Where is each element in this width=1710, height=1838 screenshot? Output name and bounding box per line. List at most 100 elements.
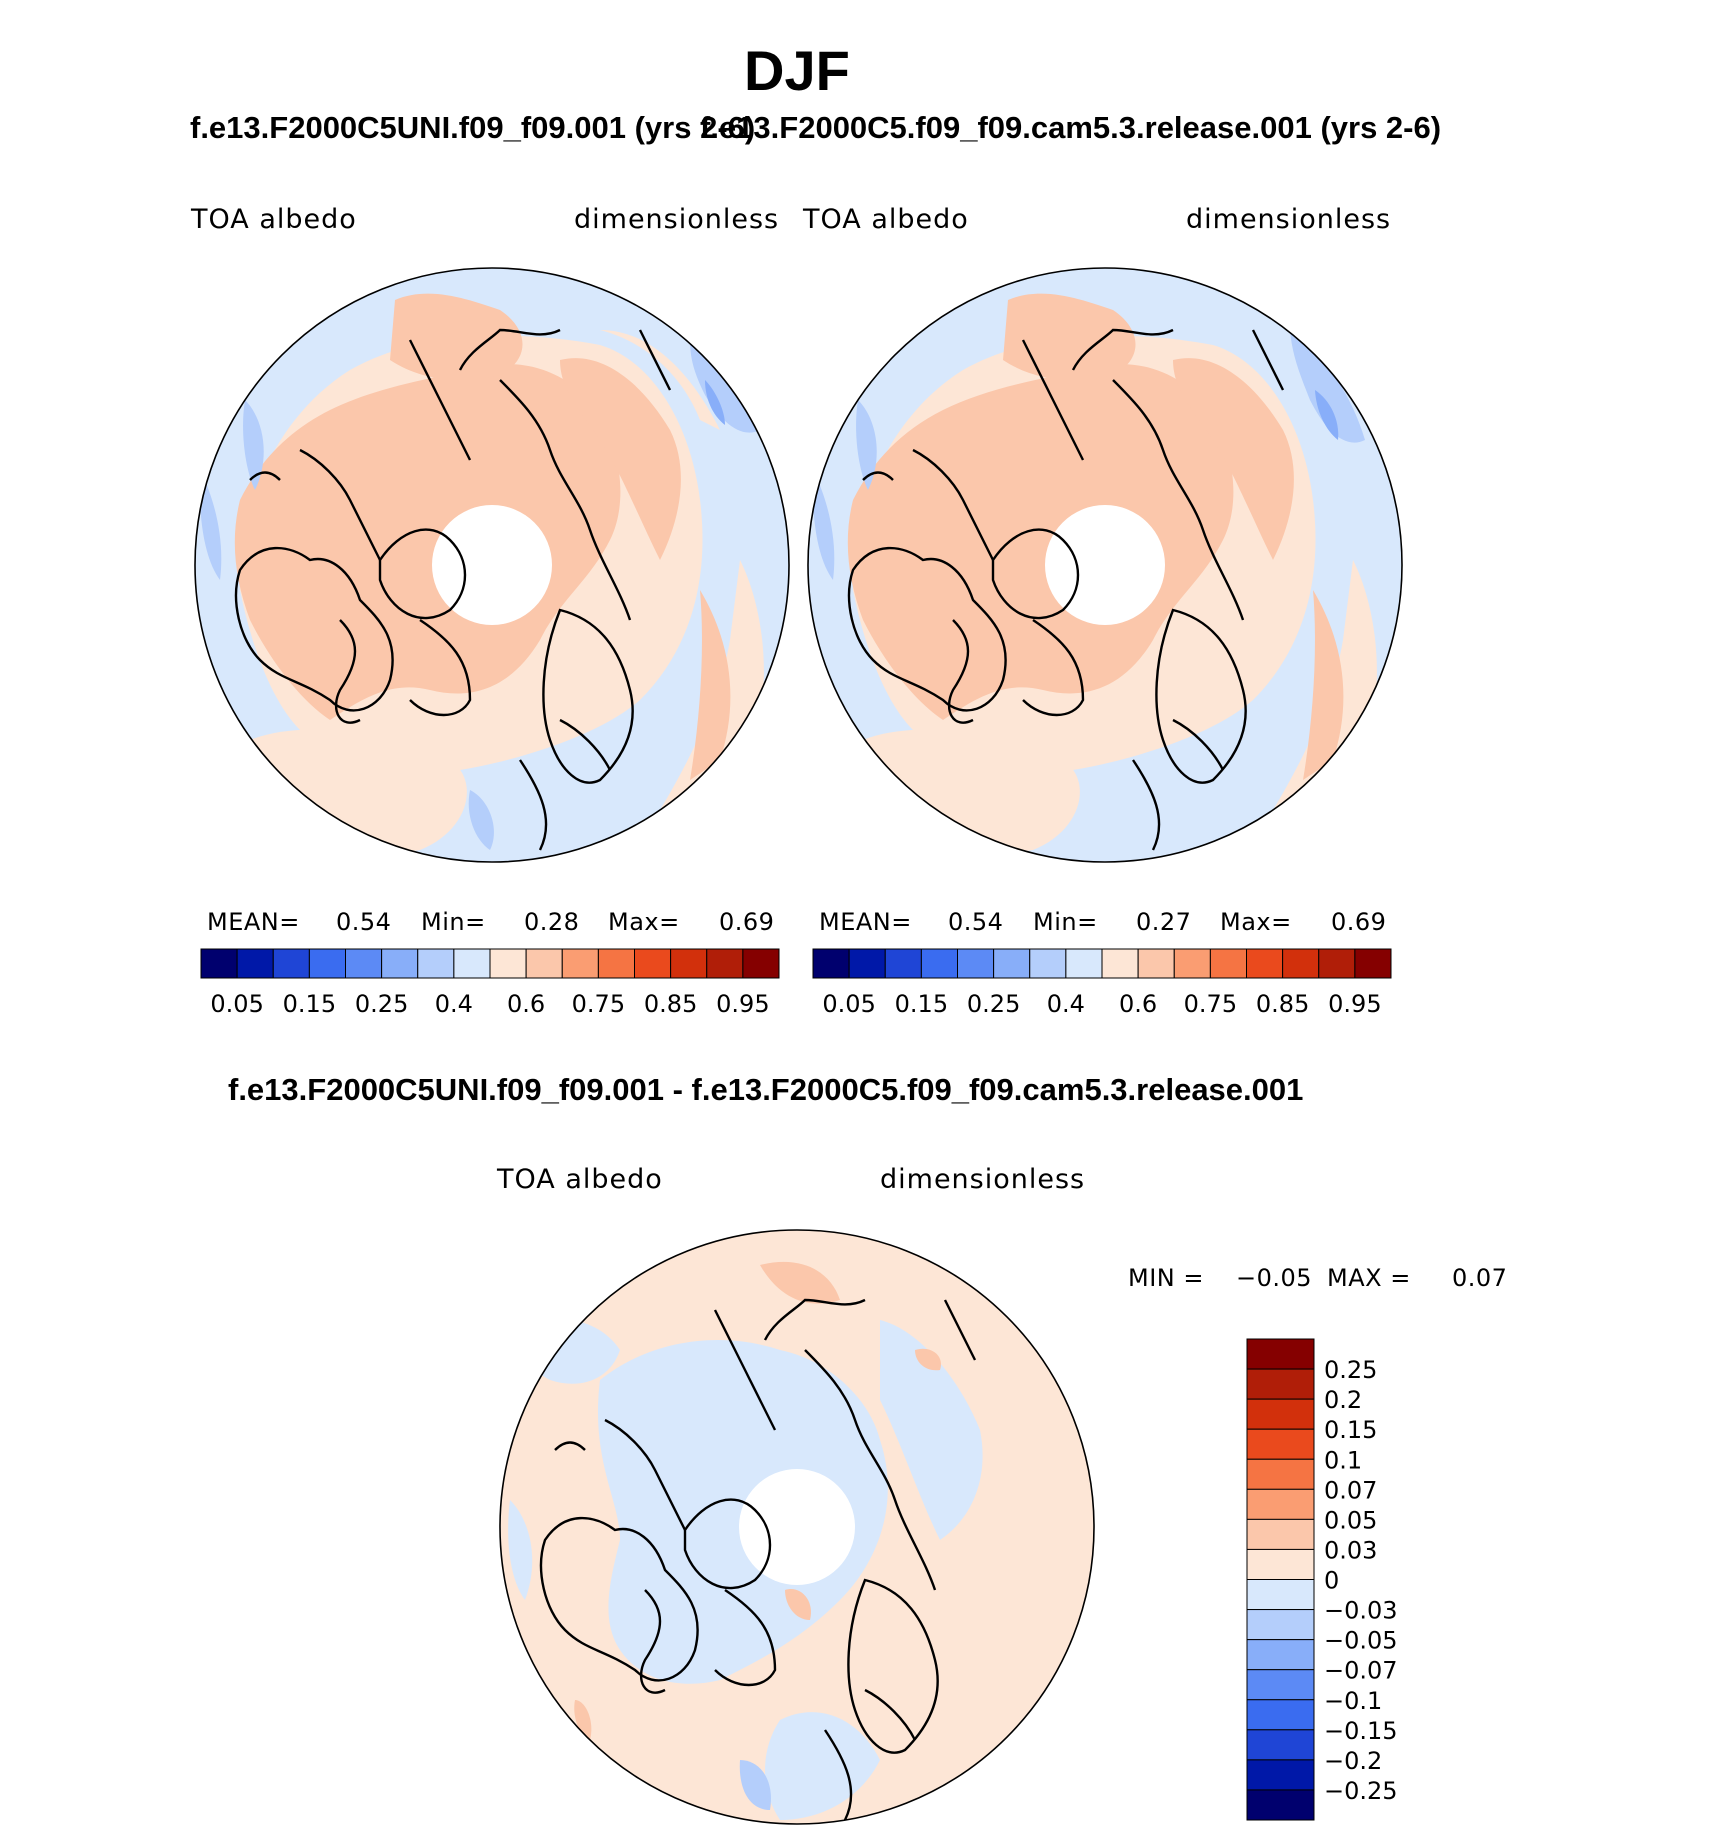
colorbar-diff-swatch [1246, 1789, 1315, 1821]
diff-min-label: MIN = [1128, 1264, 1204, 1292]
diff-min-value: −0.05 [1236, 1264, 1313, 1292]
colorbar-1-tick-label: 0.95 [716, 990, 769, 1018]
colorbar-panel-2: 0.05 0.15 0.25 0.4 0.6 0.75 0.85 0.95 [812, 948, 1392, 1018]
colorbar-diff-swatch [1246, 1428, 1315, 1460]
colorbar-diff-swatch [1246, 1579, 1315, 1611]
map-1-orange-region-greenland-east [560, 358, 681, 560]
colorbar-diff-swatch [1246, 1488, 1315, 1520]
colorbar-2-swatch [1282, 948, 1320, 979]
colorbar-2-swatch [993, 948, 1031, 979]
colorbar-1-swatch [381, 948, 419, 979]
map-3-orange-patch-north-pole [785, 1589, 811, 1620]
colorbar-1-swatch [417, 948, 455, 979]
colorbar-diff-swatch [1246, 1548, 1315, 1580]
map-3-coastlines [539, 1298, 977, 1821]
map-2-border [807, 267, 1403, 863]
map-1-pole-mask [432, 505, 552, 625]
colorbar-2-swatch [1173, 948, 1211, 979]
panel-2-min-label: Min= [1033, 908, 1098, 936]
panel-1-max-label: Max= [608, 908, 680, 936]
colorbar-1-swatch [200, 948, 238, 979]
colorbar-1-tick-label: 0.85 [644, 990, 697, 1018]
colorbar-diff-swatch [1246, 1639, 1315, 1671]
map-2-pole-mask [1045, 505, 1165, 625]
colorbar-diff-tick-label: 0.2 [1324, 1386, 1362, 1414]
diff-max-label: MAX = [1327, 1264, 1411, 1292]
map-3-orange-patch-siberia [760, 1261, 840, 1304]
colorbar-2-tick-label: 0.85 [1256, 990, 1309, 1018]
colorbar-2-tick-label: 0.15 [895, 990, 948, 1018]
colorbar-diff-tick-label: −0.07 [1324, 1657, 1398, 1685]
map-1-coastlines [234, 328, 672, 851]
colorbar-diff-tick-label: 0.25 [1324, 1356, 1377, 1384]
panel-2-max-label: Max= [1220, 908, 1292, 936]
panel-1-min-value: 0.28 [524, 908, 580, 936]
panel-1-case-title: f.e13.F2000C5UNI.f09_f09.001 (yrs 2-6) [190, 110, 756, 145]
panel-2-case-title: f.e13.F2000C5.f09_f09.cam5.3.release.001… [700, 110, 1442, 145]
colorbar-diff-swatch [1246, 1699, 1315, 1731]
map-1-orange-region-north-america [234, 364, 621, 720]
colorbar-1-tick-label: 0.75 [572, 990, 625, 1018]
colorbar-diff-tick-label: −0.2 [1324, 1747, 1382, 1775]
colorbar-1-swatch [634, 948, 672, 979]
panel-2-units: dimensionless [1186, 204, 1392, 235]
colorbar-1-tick-label: 0.6 [507, 990, 545, 1018]
colorbar-diff-tick-label: 0.15 [1324, 1416, 1377, 1444]
colorbar-1-tick-label: 0.25 [355, 990, 408, 1018]
map-3-blue-patch-uk [739, 1760, 771, 1810]
colorbar-1-tick-label: 0.05 [210, 990, 263, 1018]
colorbar-diff-tick-label: −0.1 [1324, 1687, 1382, 1715]
colorbar-2-swatch [1029, 948, 1067, 979]
colorbar-1-swatch [345, 948, 383, 979]
map-2-coastlines [847, 328, 1285, 851]
colorbar-1-swatch [453, 948, 491, 979]
panel-1-min-label: Min= [421, 908, 486, 936]
diff-units: dimensionless [880, 1164, 1086, 1195]
colorbar-2-tick-label: 0.25 [967, 990, 1020, 1018]
colorbar-1-swatch [742, 948, 780, 979]
map-1-blue-region-atlantic [468, 790, 494, 850]
colorbar-2-swatch [1065, 948, 1103, 979]
panel-2-mean-label: MEAN= [819, 908, 912, 936]
map-2-orange-region-greenland-east [1173, 358, 1294, 560]
panel-2-min-value: 0.27 [1136, 908, 1192, 936]
colorbar-diff-swatch [1246, 1729, 1315, 1761]
map-2-blue-region-pacific-east [812, 470, 835, 580]
map-3-orange-patch-asia [915, 1348, 941, 1371]
page-title: DJF [744, 39, 850, 102]
map-2-orange-region-north-america [847, 364, 1234, 720]
colorbar-diff-swatch [1246, 1518, 1315, 1550]
colorbar-1-swatch [597, 948, 635, 979]
colorbar-1-swatch [308, 948, 346, 979]
map-panel-2 [807, 267, 1403, 863]
map-1-blue-region-kamchatka [705, 380, 725, 425]
diff-max-value: 0.07 [1452, 1264, 1508, 1292]
colorbar-2-tick-label: 0.4 [1047, 990, 1085, 1018]
map-3-orange-patch-atlantic [574, 1700, 592, 1740]
colorbar-2-tick-label: 0.6 [1119, 990, 1157, 1018]
diff-variable: TOA albedo [497, 1164, 663, 1195]
colorbar-diff-tick-label: −0.05 [1324, 1627, 1398, 1655]
colorbar-2-swatch [812, 948, 850, 979]
map-1-orange-region-asia-east [690, 590, 731, 780]
map-1-blue-region-pacific-east [199, 470, 222, 580]
colorbar-1-swatch [489, 948, 527, 979]
panel-1-variable: TOA albedo [191, 204, 357, 235]
map-panel-diff [499, 1229, 1095, 1825]
colorbar-1-swatch [236, 948, 274, 979]
colorbar-diff-swatch [1246, 1759, 1315, 1791]
colorbar-2-swatch [848, 948, 886, 979]
map-2-blue-region-bering [1290, 330, 1365, 443]
colorbar-2-swatch [920, 948, 958, 979]
panel-1-mean-label: MEAN= [207, 908, 300, 936]
map-1-warm-region-pacific [600, 330, 720, 430]
colorbar-diff-tick-label: −0.03 [1324, 1597, 1398, 1625]
map-2-blue-region-pacific-west [856, 400, 877, 490]
panel-1-max-value: 0.69 [719, 908, 775, 936]
colorbar-diff-swatch [1246, 1458, 1315, 1490]
colorbar-panel-1: 0.05 0.15 0.25 0.4 0.6 0.75 0.85 0.95 [200, 948, 780, 1018]
colorbar-2-swatch [884, 948, 922, 979]
colorbar-diff-tick-label: 0.03 [1324, 1536, 1377, 1564]
colorbar-1-swatch [272, 948, 310, 979]
colorbar-2-swatch [957, 948, 995, 979]
